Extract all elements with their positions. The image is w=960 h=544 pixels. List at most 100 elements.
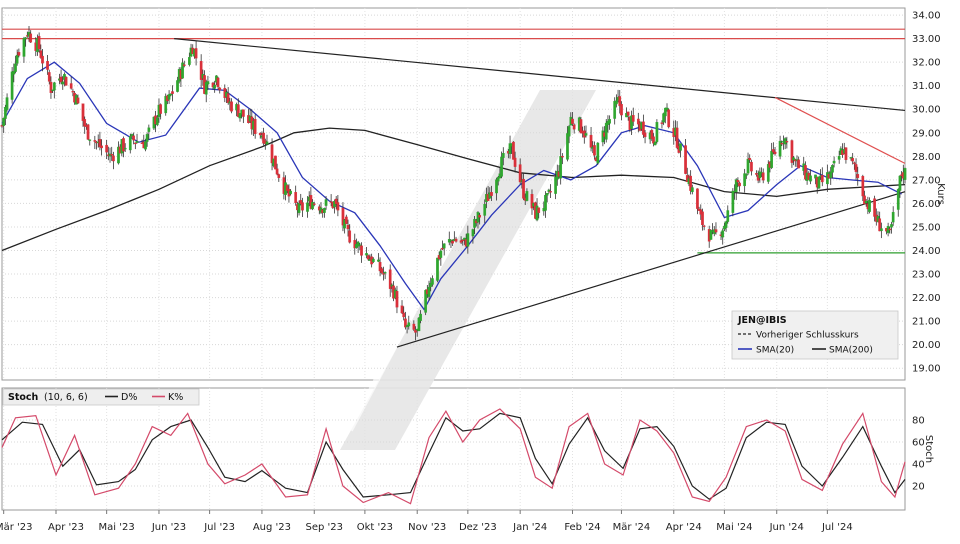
- price-tick-label: 26.00: [912, 199, 941, 210]
- candle-body: [466, 233, 470, 247]
- x-tick-label: Sep '23: [306, 522, 344, 533]
- candle-body: [5, 97, 9, 110]
- candle-body: [81, 103, 85, 121]
- candle-body: [868, 200, 871, 212]
- candle-body: [4, 107, 7, 119]
- candle-body: [275, 168, 279, 175]
- candle-body: [501, 152, 505, 158]
- candle-body: [861, 175, 865, 197]
- candle-body: [199, 60, 203, 80]
- candle-body: [133, 142, 137, 145]
- candle-body: [478, 214, 482, 218]
- candle-body: [554, 176, 557, 194]
- x-tick-label: Mai '23: [99, 522, 135, 533]
- candle-body: [37, 36, 41, 50]
- candle-body: [854, 164, 858, 172]
- candle-body: [100, 145, 103, 149]
- candle-body: [631, 115, 635, 122]
- candle-body: [804, 165, 807, 180]
- candle-body: [285, 185, 289, 191]
- candle-body: [650, 129, 654, 139]
- candle-body: [51, 89, 54, 92]
- candle-body: [513, 157, 517, 167]
- candle-body: [734, 179, 738, 193]
- candle-body: [83, 119, 87, 127]
- candle-body: [371, 258, 375, 263]
- candle-body: [449, 239, 453, 242]
- candle-body: [306, 202, 309, 212]
- candle-body: [238, 113, 242, 119]
- candle-body: [589, 134, 593, 148]
- candle-body: [439, 250, 443, 258]
- candle-body: [512, 141, 515, 160]
- candle-body: [537, 207, 541, 213]
- candle-body: [579, 119, 583, 134]
- candle-body: [431, 278, 434, 285]
- stoch-d-line: [1, 412, 906, 500]
- x-tick-label: Mär '24: [613, 522, 651, 533]
- candle-body: [545, 192, 549, 196]
- watermark-logo-stroke: [347, 108, 523, 432]
- candle-body: [785, 141, 789, 143]
- candle-body: [356, 241, 360, 247]
- candle-body: [675, 127, 679, 148]
- candle-body: [110, 153, 114, 156]
- candle-body: [636, 118, 640, 125]
- candle-body: [890, 224, 893, 228]
- candle-body: [844, 147, 848, 161]
- candle-body: [451, 240, 455, 244]
- candle-body: [262, 132, 265, 144]
- candle-body: [878, 218, 882, 232]
- x-tick-label: Nov '23: [408, 522, 446, 533]
- candle-body: [188, 57, 191, 65]
- candle-body: [898, 175, 902, 191]
- candle-body: [770, 150, 774, 168]
- legend-sma20-label: SMA(20): [756, 346, 794, 356]
- candle-body: [334, 198, 338, 205]
- candle-body: [618, 96, 622, 107]
- candle-body: [169, 93, 173, 96]
- candle-body: [459, 240, 463, 243]
- candle-body: [297, 202, 301, 214]
- candle-body: [144, 141, 147, 150]
- candle-body: [311, 202, 314, 210]
- legend-prevclose-label: Vorheriger Schlusskurs: [756, 331, 859, 341]
- candle-body: [348, 230, 352, 243]
- candle-body: [758, 171, 762, 179]
- candle-body: [22, 38, 26, 57]
- candle-body: [400, 305, 404, 314]
- candle-body: [613, 101, 617, 119]
- candle-body: [508, 143, 512, 154]
- stoch-axis-title: Stoch: [923, 435, 934, 463]
- candle-body: [294, 192, 298, 204]
- x-tick-label: Mär '23: [0, 522, 32, 533]
- candle-body: [419, 313, 422, 321]
- stoch-header-box: [2, 388, 200, 406]
- candle-body: [571, 118, 574, 124]
- price-tick-label: 34.00: [912, 11, 941, 22]
- candle-body: [461, 239, 465, 242]
- candle-body: [744, 174, 748, 176]
- candle-body: [69, 83, 73, 89]
- candle-body: [547, 189, 551, 192]
- candle-body: [604, 122, 608, 140]
- candle-body: [755, 173, 758, 175]
- candle-body: [761, 172, 765, 181]
- price-tick-label: 22.00: [912, 293, 941, 304]
- price-tick-label: 28.00: [912, 152, 941, 163]
- stoch-d-label: D%: [121, 392, 137, 403]
- candle-body: [701, 211, 704, 226]
- candle-body: [424, 290, 428, 313]
- candle-body: [417, 317, 421, 332]
- candle-body: [495, 179, 498, 194]
- candle-body: [182, 64, 186, 66]
- candle-body: [47, 72, 51, 82]
- candle-body: [402, 312, 406, 318]
- candle-body: [490, 192, 493, 196]
- price-tick-label: 33.00: [912, 34, 941, 45]
- candle-body: [780, 142, 784, 145]
- candle-body: [797, 159, 801, 169]
- candle-body: [29, 33, 33, 43]
- candle-body: [412, 323, 416, 330]
- candle-body: [242, 109, 245, 117]
